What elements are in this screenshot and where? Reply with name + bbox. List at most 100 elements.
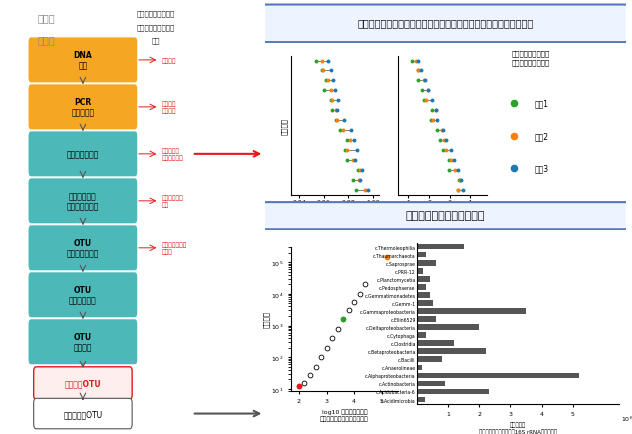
Point: [326, 98, 336, 105]
Text: DNA
抽出: DNA 抽出: [73, 51, 92, 70]
Bar: [417, 389, 489, 395]
Text: リードデータ
フィルタリング: リードデータ フィルタリング: [67, 192, 99, 211]
Point: [355, 167, 365, 174]
Point: [343, 137, 353, 144]
Point: [441, 147, 451, 154]
FancyBboxPatch shape: [28, 225, 138, 271]
Point: [348, 157, 358, 164]
Point: [338, 127, 348, 134]
Point: [441, 137, 451, 144]
FancyBboxPatch shape: [28, 85, 138, 131]
Point: [416, 68, 426, 75]
Point: [326, 68, 336, 75]
Point: [333, 98, 343, 105]
Text: 内部標準OTU: 内部標準OTU: [64, 379, 101, 388]
Point: [456, 177, 466, 184]
Point: [431, 108, 441, 115]
Point: [407, 58, 417, 65]
Bar: [417, 252, 427, 258]
Point: [341, 147, 351, 154]
Point: [348, 177, 358, 184]
Text: OTU
系統分類推定: OTU 系統分類推定: [69, 286, 97, 305]
Point: [327, 98, 337, 105]
Point: [351, 187, 361, 194]
Point: [453, 187, 463, 194]
Text: シーケンスリードの
フィルタリング条件: シーケンスリードの フィルタリング条件: [512, 51, 550, 66]
Point: [438, 127, 448, 134]
Point: [435, 137, 445, 144]
Bar: [417, 381, 445, 386]
Point: [300, 379, 310, 386]
Bar: [417, 268, 423, 274]
Point: [332, 326, 343, 332]
Point: [319, 88, 329, 95]
FancyBboxPatch shape: [255, 203, 632, 230]
Text: 内部標準を添加した: 内部標準を添加した: [137, 11, 174, 17]
Point: [294, 382, 304, 389]
FancyBboxPatch shape: [28, 132, 138, 178]
Point: [310, 364, 320, 371]
Bar: [417, 309, 526, 314]
Point: [349, 299, 359, 306]
Point: [339, 118, 349, 125]
Point: [357, 167, 367, 174]
Point: [322, 345, 332, 352]
Point: [458, 187, 468, 194]
Bar: [417, 244, 464, 250]
Point: [413, 68, 423, 75]
Bar: [417, 316, 436, 322]
Text: 条件1: 条件1: [535, 99, 549, 108]
Point: [317, 58, 327, 65]
Point: [413, 58, 423, 65]
FancyBboxPatch shape: [28, 178, 138, 224]
Point: [343, 157, 353, 164]
Point: [439, 137, 449, 144]
Point: [446, 147, 456, 154]
Point: [360, 281, 370, 288]
Point: [327, 88, 337, 95]
Bar: [417, 357, 442, 362]
Point: [330, 88, 340, 95]
Point: [327, 78, 337, 85]
Point: [348, 137, 358, 144]
Point: [446, 157, 456, 164]
Point: [417, 88, 427, 95]
Point: [319, 68, 329, 75]
Bar: [417, 260, 436, 266]
Text: OTU
クラスタリング: OTU クラスタリング: [67, 239, 99, 258]
Point: [444, 167, 454, 174]
X-axis label: 塩基配列の読み取り精度
（ベースコールエラー頻度）: 塩基配列の読み取り精度 （ベースコールエラー頻度）: [415, 210, 470, 225]
Point: [340, 147, 350, 154]
Point: [305, 372, 315, 378]
Point: [354, 177, 364, 184]
Text: 各微生物分類群の絶対定量: 各微生物分類群の絶対定量: [406, 210, 485, 220]
Point: [428, 118, 439, 125]
Text: 条件2: 条件2: [535, 132, 549, 141]
Bar: [417, 341, 454, 346]
Bar: [417, 332, 427, 338]
FancyBboxPatch shape: [28, 319, 138, 365]
Point: [423, 88, 434, 95]
Point: [327, 108, 337, 115]
Text: 次世代シーケンスの精度管理（定量性、塩基配列の読み取り精度）: 次世代シーケンスの精度管理（定量性、塩基配列の読み取り精度）: [358, 18, 533, 28]
Point: [363, 187, 373, 194]
Point: [453, 167, 463, 174]
Point: [432, 118, 442, 125]
Point: [353, 167, 363, 174]
Bar: [417, 325, 479, 330]
Text: 塩基配列の
読み取り精度: 塩基配列の 読み取り精度: [162, 148, 184, 161]
X-axis label: 定量性
（相関係数）: 定量性 （相関係数）: [322, 210, 348, 225]
Point: [420, 78, 430, 85]
Point: [449, 157, 459, 164]
Point: [382, 254, 392, 261]
Text: シーケンシング: シーケンシング: [67, 150, 99, 159]
Point: [311, 58, 321, 65]
Text: 抽出効率: 抽出効率: [162, 58, 176, 63]
FancyBboxPatch shape: [28, 272, 138, 318]
Point: [454, 177, 464, 184]
Text: 〜〜〜: 〜〜〜: [38, 13, 56, 23]
Text: $\times 10^{-3}$: $\times 10^{-3}$: [467, 215, 489, 224]
FancyBboxPatch shape: [28, 38, 138, 84]
Point: [331, 118, 341, 125]
Point: [345, 137, 355, 144]
